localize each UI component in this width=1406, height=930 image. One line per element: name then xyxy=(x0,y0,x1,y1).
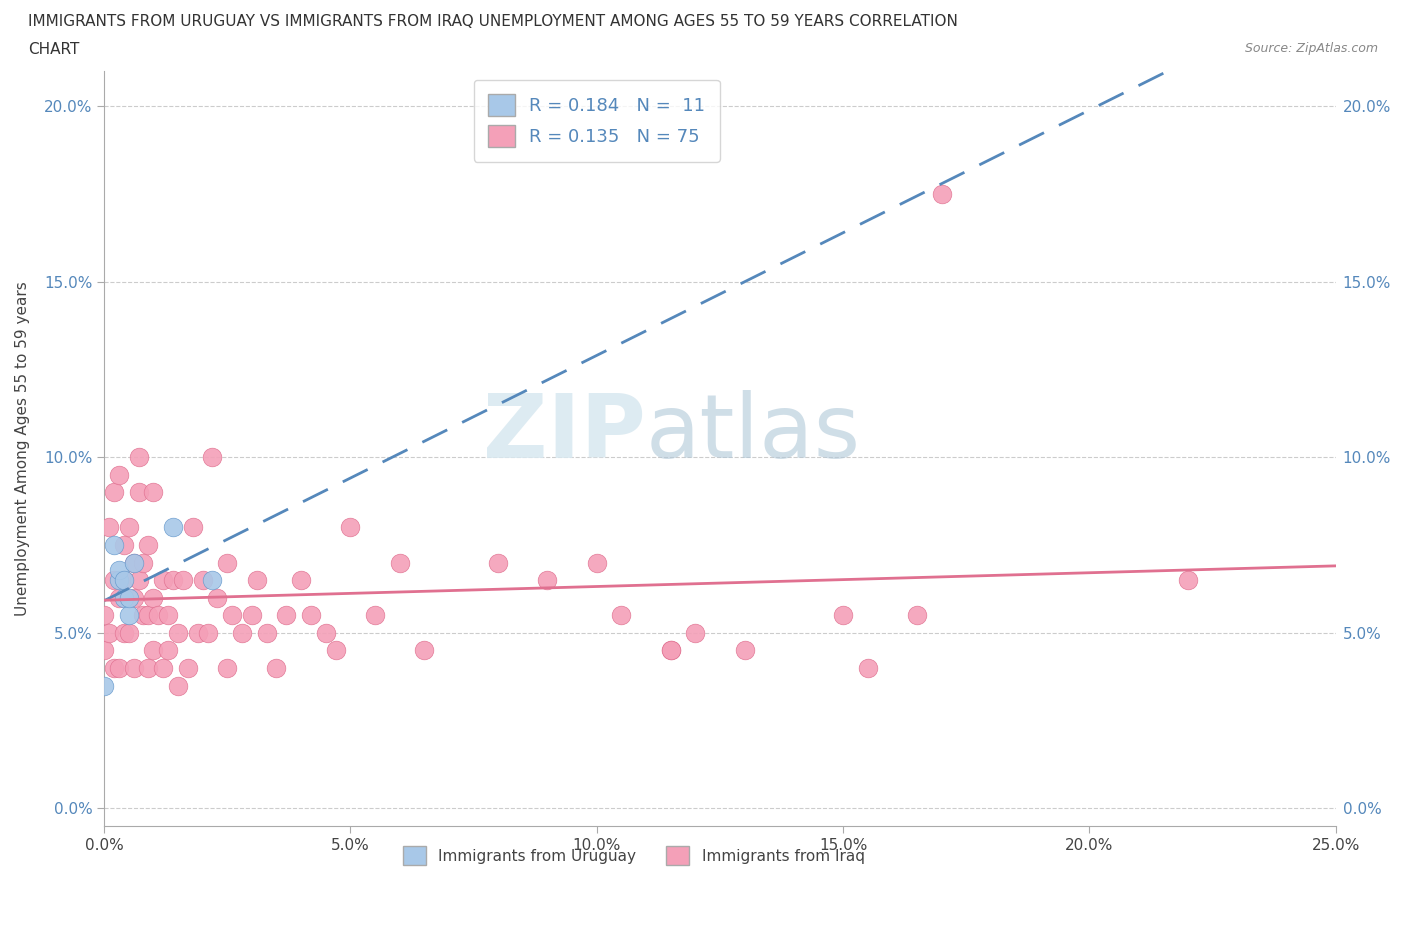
Point xyxy=(98,625,121,640)
Point xyxy=(98,520,121,535)
Point xyxy=(122,555,145,570)
Point xyxy=(93,678,115,693)
Point xyxy=(207,591,229,605)
Point xyxy=(832,608,855,623)
Y-axis label: Unemployment Among Ages 55 to 59 years: Unemployment Among Ages 55 to 59 years xyxy=(15,281,30,616)
Point xyxy=(157,643,180,658)
Point xyxy=(128,485,150,499)
Point xyxy=(585,555,607,570)
Point xyxy=(138,608,160,623)
Point xyxy=(931,186,953,201)
Point xyxy=(103,660,125,675)
Point xyxy=(276,608,298,623)
Point xyxy=(339,520,361,535)
Point xyxy=(108,591,131,605)
Point xyxy=(187,625,209,640)
Point xyxy=(93,608,115,623)
Point xyxy=(93,643,115,658)
Point xyxy=(152,660,174,675)
Point xyxy=(217,660,239,675)
Point xyxy=(142,591,165,605)
Point xyxy=(122,591,145,605)
Point xyxy=(290,573,312,588)
Point xyxy=(122,660,145,675)
Point xyxy=(112,625,135,640)
Point xyxy=(108,467,131,482)
Point xyxy=(266,660,288,675)
Point xyxy=(905,608,928,623)
Point xyxy=(162,520,184,535)
Point xyxy=(659,643,682,658)
Point xyxy=(191,573,214,588)
Point xyxy=(610,608,633,623)
Point xyxy=(299,608,322,623)
Point xyxy=(201,450,224,465)
Point xyxy=(231,625,253,640)
Point xyxy=(240,608,263,623)
Point xyxy=(138,660,160,675)
Point xyxy=(659,643,682,658)
Point xyxy=(118,520,141,535)
Point xyxy=(167,678,190,693)
Point xyxy=(118,591,141,605)
Point xyxy=(148,608,170,623)
Point xyxy=(128,573,150,588)
Point xyxy=(413,643,436,658)
Point xyxy=(734,643,756,658)
Point xyxy=(364,608,387,623)
Point xyxy=(172,573,194,588)
Point xyxy=(1177,573,1199,588)
Point xyxy=(325,643,347,658)
Point xyxy=(132,608,155,623)
Point xyxy=(108,573,131,588)
Point xyxy=(856,660,879,675)
Point xyxy=(152,573,174,588)
Point xyxy=(162,573,184,588)
Point xyxy=(246,573,269,588)
Point xyxy=(138,538,160,552)
Point xyxy=(103,573,125,588)
Point xyxy=(108,660,131,675)
Point xyxy=(197,625,219,640)
Text: atlas: atlas xyxy=(645,390,860,477)
Point xyxy=(486,555,509,570)
Legend: Immigrants from Uruguay, Immigrants from Iraq: Immigrants from Uruguay, Immigrants from… xyxy=(396,841,870,871)
Point xyxy=(221,608,243,623)
Text: Source: ZipAtlas.com: Source: ZipAtlas.com xyxy=(1244,42,1378,55)
Point xyxy=(112,573,135,588)
Point xyxy=(112,591,135,605)
Point xyxy=(108,562,131,577)
Point xyxy=(315,625,337,640)
Point xyxy=(103,485,125,499)
Text: IMMIGRANTS FROM URUGUAY VS IMMIGRANTS FROM IRAQ UNEMPLOYMENT AMONG AGES 55 TO 59: IMMIGRANTS FROM URUGUAY VS IMMIGRANTS FR… xyxy=(28,14,957,29)
Point xyxy=(683,625,706,640)
Point xyxy=(128,450,150,465)
Point xyxy=(112,573,135,588)
Point xyxy=(256,625,278,640)
Point xyxy=(181,520,204,535)
Point xyxy=(118,608,141,623)
Point xyxy=(103,538,125,552)
Text: CHART: CHART xyxy=(28,42,80,57)
Point xyxy=(167,625,190,640)
Point xyxy=(122,555,145,570)
Point xyxy=(112,538,135,552)
Point xyxy=(142,485,165,499)
Text: ZIP: ZIP xyxy=(484,390,645,477)
Point xyxy=(157,608,180,623)
Point xyxy=(118,625,141,640)
Point xyxy=(388,555,411,570)
Point xyxy=(536,573,558,588)
Point xyxy=(177,660,200,675)
Point xyxy=(132,555,155,570)
Point xyxy=(142,643,165,658)
Point xyxy=(217,555,239,570)
Point xyxy=(201,573,224,588)
